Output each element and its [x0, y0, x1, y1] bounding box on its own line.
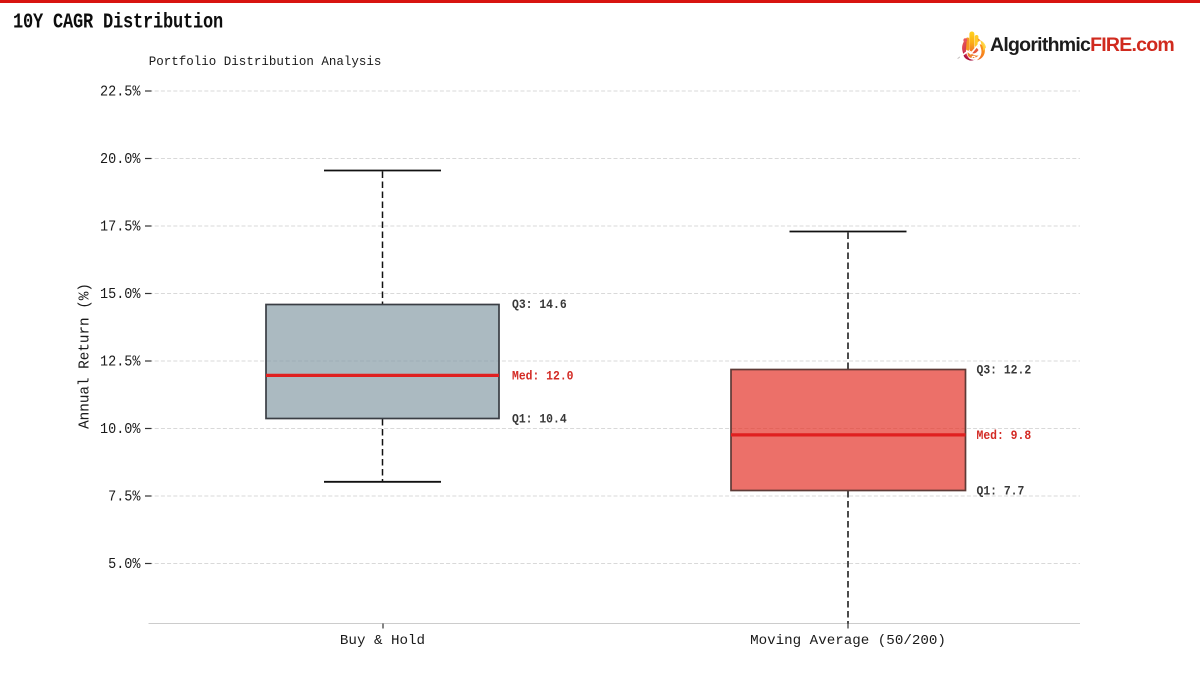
svg-text:Moving Average (50/200): Moving Average (50/200) — [750, 633, 946, 649]
svg-text:Med: 12.0: Med: 12.0 — [512, 369, 573, 384]
svg-text:17.5%: 17.5% — [100, 219, 141, 236]
svg-text:5.0%: 5.0% — [108, 557, 141, 574]
svg-text:Portfolio Distribution Analysi: Portfolio Distribution Analysis — [149, 55, 382, 69]
svg-text:15.0%: 15.0% — [100, 287, 141, 304]
svg-text:22.5%: 22.5% — [100, 84, 141, 101]
svg-text:Buy & Hold: Buy & Hold — [340, 633, 425, 649]
svg-text:7.5%: 7.5% — [108, 489, 141, 506]
svg-text:Med: 9.8: Med: 9.8 — [977, 428, 1032, 443]
svg-text:12.5%: 12.5% — [100, 354, 141, 371]
svg-text:10.0%: 10.0% — [100, 422, 141, 439]
svg-text:Q1: 7.7: Q1: 7.7 — [977, 484, 1025, 499]
svg-text:Q1: 10.4: Q1: 10.4 — [512, 412, 567, 427]
svg-text:Q3: 12.2: Q3: 12.2 — [977, 363, 1032, 378]
svg-text:Annual Return (%): Annual Return (%) — [78, 283, 94, 429]
svg-text:Q3: 14.6: Q3: 14.6 — [512, 297, 567, 312]
svg-text:20.0%: 20.0% — [100, 152, 141, 169]
